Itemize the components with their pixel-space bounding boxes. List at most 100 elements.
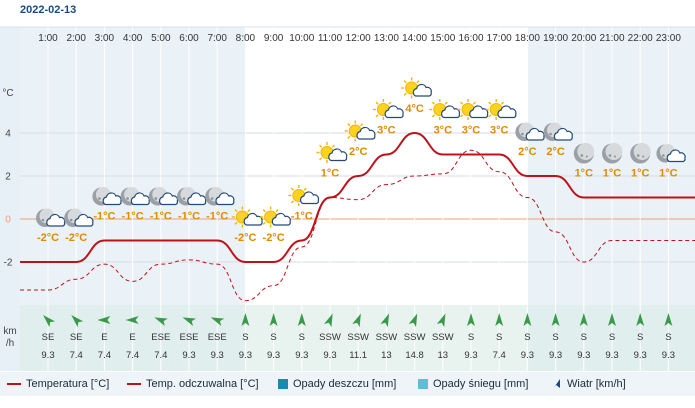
moon-crater xyxy=(642,155,645,158)
wind-speed-label: 9.3 xyxy=(464,350,477,361)
wind-arrow-icon xyxy=(380,313,390,328)
wind-arrow-icon xyxy=(608,313,616,326)
wind-arrow-shape xyxy=(324,313,333,328)
sun-cloud-icon xyxy=(485,99,517,120)
cloud-shape xyxy=(384,105,404,119)
sun-ray xyxy=(375,101,379,105)
temperature-label: 1°C xyxy=(575,168,594,180)
sun-cloud-icon xyxy=(372,99,404,120)
legend-feels-like-swatch xyxy=(127,383,141,386)
cloud-shape xyxy=(553,127,573,141)
cloud-shape xyxy=(159,192,179,206)
moon-cloud-icon xyxy=(515,122,545,141)
temperature-label: 2°C xyxy=(349,146,368,158)
sun-cloud-icon xyxy=(231,206,263,228)
x-tick-label: 9:00 xyxy=(264,33,284,44)
sun-ray xyxy=(403,80,407,84)
wind-speed-label: 7.4 xyxy=(493,350,506,361)
wind-speed-label: 9.3 xyxy=(549,350,562,361)
temperature-label: 3°C xyxy=(434,125,453,137)
wind-arrow-shape xyxy=(125,316,139,325)
wind-strip: SE 9.3 SE 7.4 E 7.4 E 7.4 ESE 7.4 ESE 9.3 ESE 9.3 S 9.3… xyxy=(41,313,675,361)
wind-speed-label: 7.4 xyxy=(154,350,167,361)
wind-unit-km: km xyxy=(3,326,16,337)
wind-arrow-icon xyxy=(553,379,560,390)
wind-arrow-shape xyxy=(551,313,560,326)
sun-ray xyxy=(347,135,351,139)
wind-arrow-shape xyxy=(297,313,306,326)
moon-crater xyxy=(580,154,584,157)
sun-ray xyxy=(303,187,307,191)
wind-direction-label: ESE xyxy=(208,332,227,343)
sun-ray xyxy=(262,209,266,213)
wind-arrow-icon xyxy=(71,315,84,328)
sun-cloud-icon xyxy=(316,142,348,163)
y-tick-label: 0 xyxy=(5,215,11,226)
sun-ray xyxy=(262,221,266,225)
temperature-label: -2°C xyxy=(263,232,285,244)
wind-direction-label: S xyxy=(468,332,474,343)
sun-ray xyxy=(501,101,505,105)
wind-speed-label: 9.3 xyxy=(634,350,647,361)
temperature-label: -1°C xyxy=(178,211,200,223)
temperature-label: -1°C xyxy=(291,211,313,223)
y-tick-label: -2 xyxy=(4,258,13,269)
wind-direction-label: ESE xyxy=(151,332,170,343)
x-tick-label: 20:00 xyxy=(571,33,596,44)
x-tick-label: 6:00 xyxy=(179,33,199,44)
wind-arrow-icon xyxy=(324,313,333,328)
moon-icon xyxy=(602,143,623,164)
x-tick-label: 8:00 xyxy=(236,33,256,44)
temperature-label: 3°C xyxy=(462,125,481,137)
moon-crater xyxy=(636,154,640,157)
temperature-label: -1°C xyxy=(93,211,115,223)
legend-feels-like: Temp. odczuwalna [°C] xyxy=(127,378,259,390)
sun-ray xyxy=(319,157,323,161)
chart-date: 2022-02-13 xyxy=(20,4,77,16)
wind-arrow-shape xyxy=(210,317,225,326)
wind-speed-label: 9.3 xyxy=(605,350,618,361)
temperature-label: 1°C xyxy=(659,168,678,180)
sun-ray xyxy=(403,92,407,96)
wind-arrow-icon xyxy=(269,313,278,326)
wind-direction-label: E xyxy=(101,332,107,343)
cloud-shape xyxy=(328,148,348,162)
y-axis-unit: °C xyxy=(2,88,13,99)
wind-speed-label: 7.4 xyxy=(70,350,83,361)
moon-crater xyxy=(608,154,612,157)
wind-speed-label: 9.3 xyxy=(662,350,675,361)
cloud-shape xyxy=(187,192,207,206)
temperature-label: -2°C xyxy=(65,232,87,244)
temperature-label: 2°C xyxy=(546,146,565,158)
legend-rain: Opady deszczu [mm] xyxy=(278,378,396,390)
wind-arrow-icon xyxy=(241,313,250,326)
temperature-label: 1°C xyxy=(631,168,650,180)
x-tick-label: 18:00 xyxy=(515,33,540,44)
wind-speed-label: 9.3 xyxy=(323,350,336,361)
wind-arrow-icon xyxy=(297,313,306,326)
wind-direction-label: SSW xyxy=(347,332,369,343)
moon-crater xyxy=(521,132,524,136)
moon-highlight xyxy=(633,143,651,160)
sun-cloud-icon xyxy=(429,99,461,120)
legend-feels-like-label: Temp. odczuwalna [°C] xyxy=(146,378,259,390)
sun-ray xyxy=(319,144,323,148)
temperature-line xyxy=(20,131,695,263)
legend-wind-label: Wiatr [km/h] xyxy=(567,378,626,390)
x-tick-label: 13:00 xyxy=(374,33,399,44)
series-lines xyxy=(20,131,695,302)
wind-speed-label: 9.3 xyxy=(577,350,590,361)
wind-arrow-icon xyxy=(551,313,560,326)
legend-rain-swatch xyxy=(278,379,288,390)
cloud-shape xyxy=(102,192,122,206)
wind-direction-label: E xyxy=(129,332,135,343)
temperature-label: 3°C xyxy=(377,125,396,137)
sun-ray xyxy=(488,114,492,118)
sun-ray xyxy=(275,209,279,213)
temperature-label: -2°C xyxy=(234,232,256,244)
moon-crater xyxy=(126,197,129,200)
temperature-label: -1°C xyxy=(122,211,144,223)
wind-arrow-icon xyxy=(495,313,504,326)
wind-arrow-shape xyxy=(408,313,418,328)
wind-arrow-shape xyxy=(154,317,168,326)
